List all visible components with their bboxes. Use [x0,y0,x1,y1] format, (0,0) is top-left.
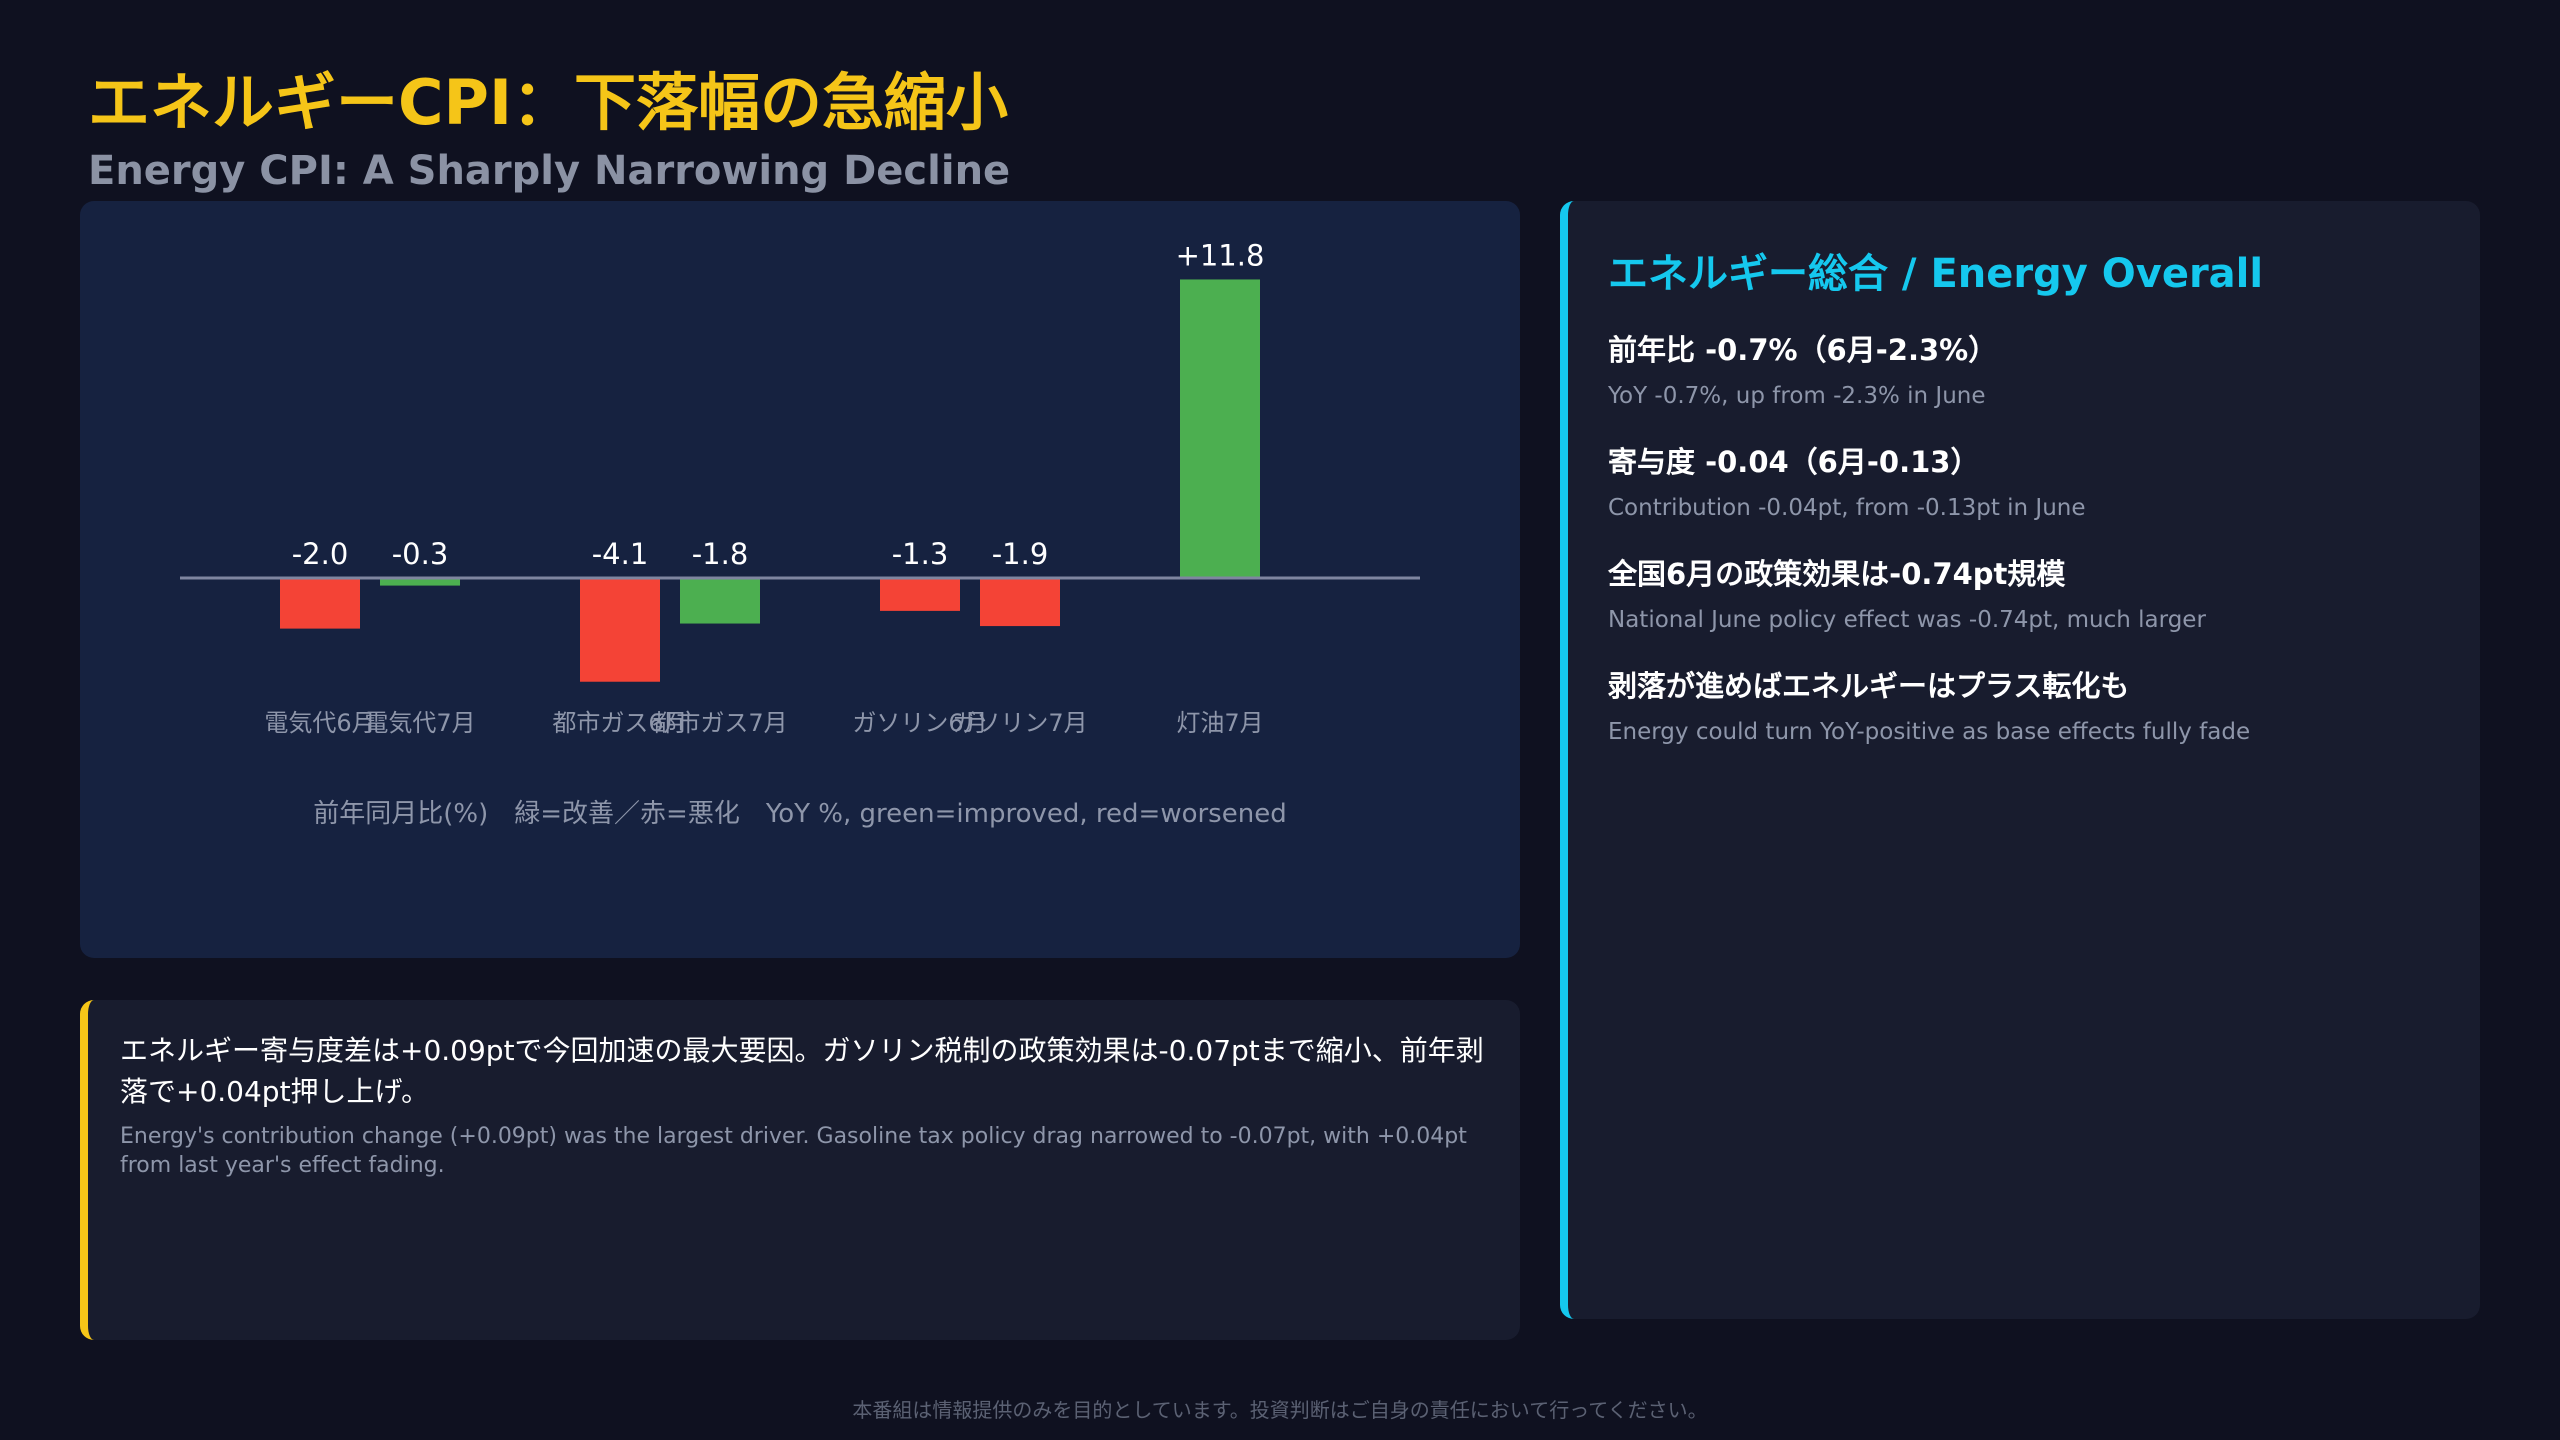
bar-5 [880,578,960,611]
chart-note: 前年同月比(%) 緑=改善／赤=悪化 YoY %, green=improved… [313,799,1287,829]
side-item-en: National June policy effect was -0.74pt,… [1608,607,2206,633]
bar-4 [680,578,760,624]
bar-7 [1180,279,1260,578]
bar-2 [380,578,460,586]
side-item-ja: 寄与度 -0.04（6月-0.13） [1608,445,1980,479]
category-label: ガソリン6月 [852,709,987,737]
commentary-en: Energy's contribution change (+0.09pt) w… [120,1124,1467,1178]
category-label: 灯油7月 [1176,709,1263,737]
category-label: 都市ガス7月 [652,709,787,737]
value-label: -4.1 [592,537,649,571]
side-item-en: Contribution -0.04pt, from -0.13pt in Ju… [1608,495,2086,521]
side-panel-heading: エネルギー総合 / Energy Overall [1608,251,2264,297]
category-label: 都市ガス6月 [552,709,687,737]
bar-3 [580,578,660,682]
side-item-ja: 剥落が進めばエネルギーはプラス転化も [1608,669,2130,703]
chart-panel: -2.0 電気代6月 -0.3 電気代7月 -4.1 都市ガス6月 -1.8 都市ガス7月 -1… [80,201,1520,958]
side-item-ja: 全国6月の政策効果は-0.74pt規模 [1608,557,2066,591]
value-label: -1.9 [992,537,1049,571]
side-item-ja: 前年比 -0.7%（6月-2.3%） [1608,333,1998,367]
value-label: +11.8 [1176,238,1265,272]
value-label: -2.0 [292,537,349,571]
side-item-en: YoY -0.7%, up from -2.3% in June [1608,383,1986,409]
value-label: -1.8 [692,537,749,571]
value-label: -0.3 [392,537,449,571]
bar-6 [980,578,1060,627]
commentary-panel: エネルギー寄与度差は+0.09ptで今回加速の最大要因。ガソリン税制の政策効果は… [80,1000,1520,1340]
disclaimer: 本番組は情報提供のみを目的としています。投資判断はご自身の責任において行ってくだ… [852,1398,1708,1422]
side-item-policy-effect: 全国6月の政策効果は-0.74pt規模 National June policy… [1608,551,2440,633]
value-label: -1.3 [892,537,949,571]
bar-1 [280,578,360,629]
side-item-en: Energy could turn YoY-positive as base e… [1608,719,2251,745]
category-label: ガソリン7月 [952,709,1087,737]
side-item-yoy: 前年比 -0.7%（6月-2.3%） YoY -0.7%, up from -2… [1608,327,2440,409]
page-title: エネルギーCPI：下落幅の急縮小 [88,66,1009,139]
side-item-contribution: 寄与度 -0.04（6月-0.13） Contribution -0.04pt,… [1608,439,2440,521]
category-label: 電気代6月 [264,709,375,737]
page-subtitle: Energy CPI: A Sharply Narrowing Decline [88,148,1011,194]
category-label: 電気代7月 [364,709,475,737]
bar-chart: -2.0 電気代6月 -0.3 電気代7月 -4.1 都市ガス6月 -1.8 都市ガス7月 -1… [180,238,1420,737]
energy-overall-panel: エネルギー総合 / Energy Overall 前年比 -0.7%（6月-2.… [1560,201,2480,1319]
side-item-outlook: 剥落が進めばエネルギーはプラス転化も Energy could turn YoY… [1608,663,2440,745]
commentary-ja: エネルギー寄与度差は+0.09ptで今回加速の最大要因。ガソリン税制の政策効果は… [120,1034,1484,1108]
